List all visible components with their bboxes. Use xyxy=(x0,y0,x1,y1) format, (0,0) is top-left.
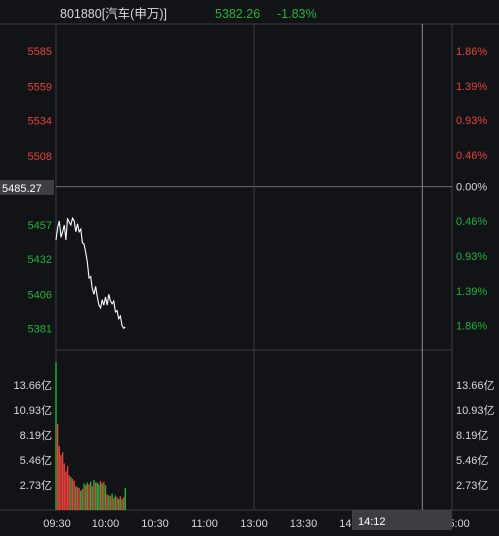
percent-tick-right: 1.39% xyxy=(456,81,487,93)
volume-bar xyxy=(113,498,115,510)
volume-bar xyxy=(81,488,84,510)
volume-bar xyxy=(94,482,97,510)
volume-bar xyxy=(93,479,95,510)
percent-tick-right: 0.46% xyxy=(456,150,487,162)
volume-bar xyxy=(61,452,64,510)
price-tick-left: 5432 xyxy=(28,254,52,266)
reference-price-label: 5485.27 xyxy=(2,183,42,195)
price-line xyxy=(55,216,126,330)
volume-tick-left: 8.19亿 xyxy=(20,429,52,442)
volume-tick-right: 13.66亿 xyxy=(456,379,495,392)
volume-bar xyxy=(109,496,112,510)
volume-bar xyxy=(114,495,117,510)
price-tick-left: 5534 xyxy=(28,115,52,127)
last-price: 5382.26 xyxy=(215,7,260,21)
volume-bar xyxy=(70,477,72,510)
volume-bar xyxy=(86,482,89,510)
volume-tick-right: 5.46亿 xyxy=(456,454,488,467)
volume-bar xyxy=(58,446,60,510)
volume-bar xyxy=(118,499,120,510)
volume-bar xyxy=(98,484,100,510)
price-tick-left: 5406 xyxy=(28,289,52,301)
volume-bar xyxy=(80,490,82,510)
volume-bar xyxy=(75,486,77,510)
percent-change: -1.83% xyxy=(277,7,317,21)
volume-bar xyxy=(91,486,93,510)
cursor-time-label: 14:12 xyxy=(358,516,386,528)
volume-bar xyxy=(78,488,80,510)
volume-bar xyxy=(83,483,85,510)
volume-bar xyxy=(101,483,103,510)
volume-tick-right: 8.19亿 xyxy=(456,429,488,442)
volume-bar xyxy=(103,481,105,510)
reference-price-box xyxy=(0,180,54,195)
time-tick: 11:00 xyxy=(191,518,218,530)
time-tick: 10:00 xyxy=(92,518,120,530)
time-tick: 10:30 xyxy=(141,518,169,530)
percent-tick-right: 1.86% xyxy=(456,46,487,58)
volume-bar xyxy=(89,481,92,510)
price-tick-left: 5559 xyxy=(28,81,52,93)
percent-tick-right: 0.93% xyxy=(456,251,487,263)
volume-bar xyxy=(56,424,59,510)
volume-bar xyxy=(119,496,122,510)
volume-bar xyxy=(65,471,67,510)
volume-bars xyxy=(55,361,126,510)
instrument-code-name: 801880[汽车(申万)] xyxy=(60,6,167,21)
volume-bar xyxy=(73,480,75,510)
volume-bar xyxy=(108,495,110,510)
volume-bar xyxy=(88,484,90,510)
volume-tick-left: 5.46亿 xyxy=(20,454,52,467)
price-tick-left: 5457 xyxy=(28,220,52,232)
volume-tick-left: 13.66亿 xyxy=(13,379,52,392)
volume-bar xyxy=(116,497,118,510)
percent-tick-right: 1.39% xyxy=(456,286,487,298)
volume-bar xyxy=(76,487,79,510)
price-tick-left: 5508 xyxy=(28,151,52,163)
time-tick: 13:30 xyxy=(290,518,318,530)
cursor-time-box xyxy=(352,510,452,530)
price-line-group xyxy=(55,216,126,330)
volume-bar xyxy=(85,485,87,510)
volume-bar xyxy=(60,455,62,510)
volume-bar xyxy=(55,361,57,510)
volume-tick-left: 10.93亿 xyxy=(13,404,52,417)
percent-tick-right: 0.46% xyxy=(456,216,487,228)
percent-tick-right: 0.93% xyxy=(456,115,487,127)
volume-tick-right: 2.73亿 xyxy=(456,479,488,492)
time-tick: 09:30 xyxy=(43,518,71,530)
volume-bar xyxy=(68,475,70,510)
volume-bar xyxy=(121,499,123,510)
volume-bar xyxy=(66,466,69,510)
volume-bar xyxy=(106,494,108,510)
volume-bar xyxy=(96,482,98,510)
chart-grid xyxy=(0,23,499,511)
volume-bar xyxy=(124,488,126,510)
volume-bar xyxy=(111,493,113,510)
volume-bar xyxy=(71,478,74,510)
price-tick-left: 5585 xyxy=(28,46,52,58)
time-tick: 13:00 xyxy=(240,518,268,530)
volume-bar xyxy=(63,463,65,510)
volume-bar xyxy=(99,480,102,510)
volume-tick-left: 2.73亿 xyxy=(20,479,52,492)
percent-tick-right: 1.86% xyxy=(456,320,487,332)
price-tick-left: 5381 xyxy=(28,323,52,335)
volume-bar xyxy=(122,497,125,510)
volume-bar xyxy=(104,485,107,510)
axis-labels: 5585 5559 5534 5508 5457 5432 5406 5381 1.86% 1.3… xyxy=(13,46,494,530)
volume-tick-right: 10.93亿 xyxy=(456,404,495,417)
percent-tick-right: 0.00% xyxy=(456,182,487,194)
